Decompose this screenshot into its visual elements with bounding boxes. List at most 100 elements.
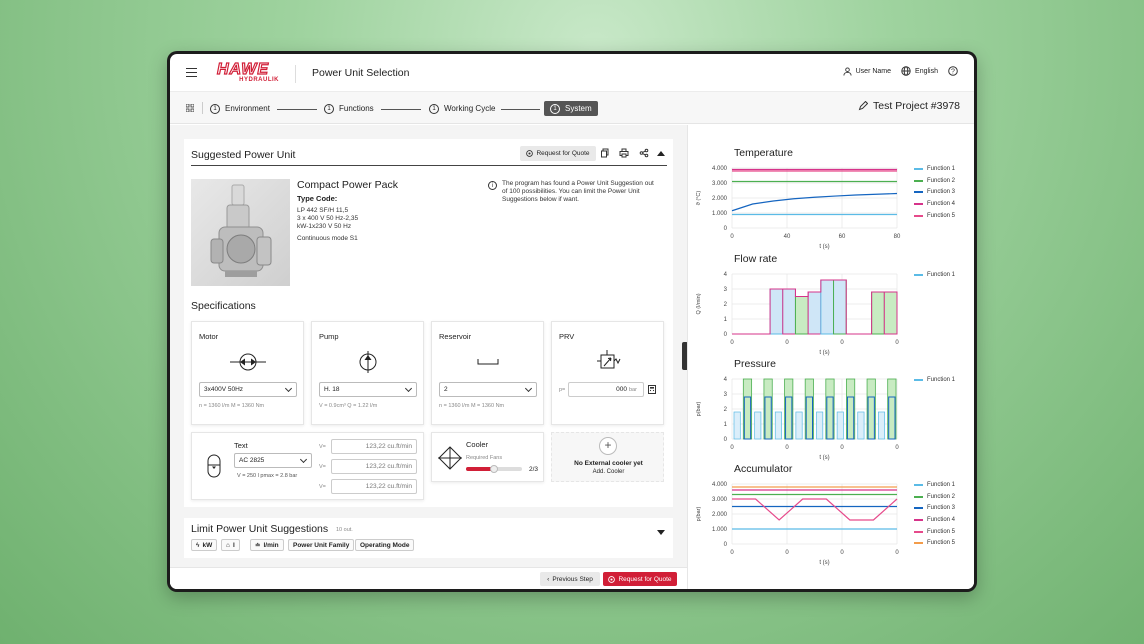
help-button[interactable]: ?: [948, 66, 958, 76]
collapse-chevron-icon[interactable]: [657, 151, 665, 156]
brand-logo[interactable]: HAWE HYDRAULIK: [216, 61, 279, 85]
prv-card: PRV p= 000 bar: [551, 321, 664, 425]
calculator-icon[interactable]: [648, 385, 656, 394]
x-tick-label: 0: [895, 550, 899, 556]
x-tick-label: 0: [730, 445, 734, 451]
language-select[interactable]: English: [901, 66, 938, 76]
volume-input[interactable]: 123,22 cu.ft/min: [331, 439, 417, 454]
info-icon: i: [488, 181, 497, 190]
legend-item[interactable]: Function 4: [914, 514, 955, 526]
prv-pressure-input[interactable]: 000: [568, 382, 644, 397]
volume-label: V=: [319, 444, 326, 450]
fans-slider[interactable]: [466, 465, 522, 473]
legend-swatch: [914, 273, 923, 276]
chart-legend: Function 1: [914, 269, 955, 281]
accumulator-symbol-icon: [207, 454, 221, 478]
legend-item[interactable]: Function 2: [914, 175, 955, 187]
pump-select[interactable]: H. 18: [319, 382, 417, 397]
print-icon[interactable]: [619, 148, 629, 158]
pressure-inner-bar: [743, 396, 752, 440]
step-label: Environment: [225, 104, 270, 113]
project-name: Test Project #3978: [873, 100, 960, 112]
step-system[interactable]: 1 System: [544, 101, 598, 116]
specifications-title: Specifications: [191, 300, 256, 312]
filter-chip-flow[interactable]: ≐ l/min: [250, 539, 284, 551]
user-menu[interactable]: User Name: [843, 66, 892, 76]
user-name: User Name: [855, 67, 892, 75]
legend-swatch: [914, 507, 923, 510]
filter-chip-kw[interactable]: ϟ kW: [191, 539, 218, 551]
expand-chevron-icon[interactable]: [657, 530, 665, 535]
type-code-line: kW-1x230 V 50 Hz: [297, 223, 352, 230]
tank-icon: ⌂: [226, 541, 230, 549]
chart-legend: Function 1 Function 2 Function 3 Function 4…: [914, 163, 955, 221]
share-icon[interactable]: [639, 148, 649, 158]
legend-item[interactable]: Function 5: [914, 537, 955, 549]
chart-title: Flow rate: [734, 253, 778, 265]
flow-bar: [871, 291, 885, 335]
filter-chip-family[interactable]: Power Unit Family: [288, 539, 355, 551]
legend-item[interactable]: Function 1: [914, 163, 955, 175]
pressure-low-bar: [754, 411, 762, 440]
y-tick-label: 1: [724, 422, 728, 428]
overview-grid-icon[interactable]: [186, 104, 194, 112]
copy-icon[interactable]: [600, 148, 610, 158]
flow-bar: [883, 291, 898, 335]
motor-card: Motor 3x400V 50Hz n = 1360 l/m M = 1360 …: [191, 321, 304, 425]
legend-item[interactable]: Function 1: [914, 374, 955, 386]
step-working-cycle[interactable]: 1 Working Cycle: [429, 101, 495, 116]
legend-item[interactable]: Function 1: [914, 479, 955, 491]
quote-icon: [526, 150, 534, 157]
temperature-plot: 4.000 3.000 2.000 1.000 00 40 60 80 t (s) ϑ (°C): [696, 166, 901, 250]
footer-request-quote-button[interactable]: Request for Quote: [603, 572, 677, 586]
legend-swatch: [914, 542, 923, 545]
temperature-chart: Temperature 4.000 3.000 2.000 1.000 0 0 40 60 80…: [688, 147, 974, 252]
y-tick-label: 4: [724, 377, 728, 383]
motor-select[interactable]: 3x400V 50Hz: [199, 382, 297, 397]
cooler-title: Cooler: [466, 440, 489, 449]
reservoir-select[interactable]: 2: [439, 382, 537, 397]
svg-text:?: ?: [951, 69, 955, 76]
help-icon: ?: [948, 66, 958, 76]
fans-slider-handle[interactable]: [490, 465, 498, 473]
text-select[interactable]: AC 2825: [234, 453, 312, 468]
legend-item[interactable]: Function 4: [914, 198, 955, 210]
legend-item[interactable]: Function 2: [914, 491, 955, 503]
project-title[interactable]: Test Project #3978: [858, 100, 960, 112]
y-tick-label: 3: [724, 287, 728, 293]
legend-item[interactable]: Function 3: [914, 186, 955, 198]
legend-swatch: [914, 518, 923, 521]
legend-label: Function 1: [927, 376, 956, 383]
menu-icon[interactable]: [186, 68, 197, 77]
suggestion-info-text: The program has found a Power Unit Sugge…: [502, 180, 654, 203]
step-functions[interactable]: 1 Functions: [324, 101, 374, 116]
legend-item[interactable]: Function 5: [914, 526, 955, 538]
legend-item[interactable]: Function 3: [914, 502, 955, 514]
request-quote-button[interactable]: Request for Quote: [520, 146, 596, 161]
product-name: Compact Power Pack: [297, 179, 398, 191]
divider: [191, 165, 667, 166]
legend-label: Function 1: [927, 481, 956, 488]
legend-item[interactable]: Function 5: [914, 210, 955, 222]
text-card: Text AC 2825 V = 250 l pmax = 2.8 bar V=…: [191, 432, 424, 500]
x-tick-label: 0: [730, 340, 734, 346]
filter-chip-mode[interactable]: Operating Mode: [355, 539, 415, 551]
plus-icon[interactable]: +: [599, 437, 617, 455]
legend-swatch: [914, 167, 923, 170]
volume-input[interactable]: 123,22 cu.ft/min: [331, 479, 417, 494]
step-environment[interactable]: 1 Environment: [210, 101, 270, 116]
filter-chip-l[interactable]: ⌂ l: [221, 539, 240, 551]
pane-resize-handle[interactable]: [682, 342, 687, 370]
legend-item[interactable]: Function 1: [914, 269, 955, 281]
add-cooler-link[interactable]: Add. Cooler: [592, 469, 625, 475]
previous-step-button[interactable]: ‹ Previous Step: [540, 572, 600, 586]
volume-label: V=: [319, 484, 326, 490]
pressure-inner-bar: [846, 396, 855, 440]
add-cooler-card[interactable]: + No External cooler yet Add. Cooler: [551, 432, 664, 482]
chart-legend: Function 1 Function 2 Function 3 Function 4…: [914, 479, 955, 549]
step-connector: [381, 109, 421, 110]
volume-input[interactable]: 123,22 cu.ft/min: [331, 459, 417, 474]
